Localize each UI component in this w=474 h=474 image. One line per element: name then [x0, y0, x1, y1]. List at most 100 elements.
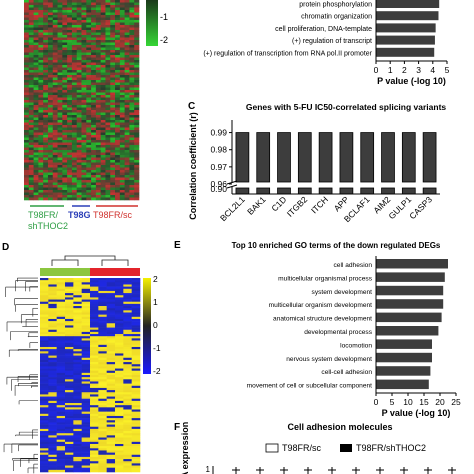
heatmap-cell	[62, 192, 68, 196]
heatmap-cell	[62, 77, 68, 81]
heatmap-cell	[106, 469, 116, 473]
heatmap-cell	[134, 97, 140, 101]
heatmap-cell	[110, 187, 116, 191]
heatmap-cell	[28, 62, 34, 66]
heatmap-cell	[57, 175, 63, 178]
heatmap-cell	[73, 467, 82, 471]
heatmap-cell	[38, 152, 44, 156]
heatmap-cell	[124, 172, 130, 176]
heatmap-cell	[81, 180, 87, 183]
heatmap-cell	[129, 117, 135, 121]
bar	[277, 132, 291, 183]
heatmap-cell	[57, 125, 63, 128]
heatmap-cell	[73, 314, 82, 318]
heatmap-cell	[28, 135, 34, 138]
heatmap-cell	[56, 387, 66, 391]
heatmap-cell	[81, 160, 87, 163]
heatmap-cell	[73, 308, 82, 311]
heatmap-cell	[81, 334, 91, 337]
heatmap-cell	[62, 152, 68, 156]
heatmap-cell	[131, 375, 141, 378]
heatmap-cell	[115, 288, 124, 292]
heatmap-cell	[76, 5, 82, 8]
heatmap-cell	[65, 459, 74, 462]
heatmap-cell	[119, 52, 125, 56]
heatmap-cell	[76, 115, 82, 118]
heatmap-cell	[86, 190, 92, 193]
heatmap-cell	[95, 27, 101, 31]
heatmap-cell	[52, 195, 58, 198]
heatmap-cell	[48, 355, 57, 359]
heatmap-cell	[43, 60, 49, 63]
heatmap-cell	[91, 27, 97, 31]
heatmap-cell	[73, 278, 82, 281]
y-tick-label: 0.90	[210, 184, 227, 194]
heatmap-cell	[56, 437, 66, 440]
heatmap-cell	[73, 368, 82, 371]
heatmap-cell	[134, 30, 140, 33]
heatmap-cell	[115, 392, 124, 395]
heatmap-cell	[98, 370, 107, 374]
heatmap-cell	[67, 150, 73, 153]
heatmap-cell	[73, 353, 82, 356]
heatmap-cell	[95, 62, 101, 66]
heatmap-cell	[131, 452, 141, 456]
heatmap-cell	[81, 47, 87, 51]
heatmap-cell	[129, 170, 135, 173]
heatmap-cell	[65, 443, 74, 447]
heatmap-cell	[123, 467, 132, 471]
heatmap-cell	[91, 20, 97, 23]
heatmap-cell	[115, 295, 124, 298]
heatmap-cell	[28, 162, 34, 166]
heatmap-cell	[131, 297, 141, 300]
heatmap-cell	[100, 197, 106, 201]
heatmap-cell	[56, 403, 66, 406]
heatmap-cell	[98, 446, 107, 449]
heatmap-cell	[73, 465, 82, 468]
heatmap-cell	[65, 381, 74, 384]
heatmap-cell	[76, 167, 82, 171]
heatmap-cell	[65, 426, 74, 430]
heatmap-cell	[131, 439, 141, 443]
heatmap-cell	[115, 278, 124, 281]
heatmap-cell	[76, 160, 82, 163]
heatmap-cell	[43, 30, 49, 33]
heatmap-cell	[47, 177, 54, 181]
heatmap-cell	[67, 35, 73, 38]
heatmap-cell	[95, 75, 101, 78]
heatmap-cell	[90, 431, 99, 434]
heatmap-cell	[86, 130, 92, 133]
heatmap-cell	[106, 392, 116, 395]
heatmap-cell	[81, 456, 91, 460]
heatmap-cell	[115, 70, 121, 73]
heatmap-cell	[100, 155, 106, 158]
heatmap-cell	[38, 17, 44, 21]
panel-label-e: E	[174, 240, 181, 251]
heatmap-cell	[38, 132, 44, 136]
heatmap-cell	[123, 338, 132, 341]
heatmap-cell	[38, 167, 44, 171]
heatmap-cell	[52, 162, 58, 166]
heatmap-cell	[71, 70, 78, 73]
heatmap-cell	[119, 72, 125, 76]
heatmap-cell	[115, 50, 121, 53]
heatmap-cell	[48, 441, 57, 445]
heatmap-cell	[90, 325, 99, 328]
heatmap-cell	[90, 362, 99, 365]
heatmap-cell	[57, 162, 63, 166]
heatmap-cell	[115, 420, 124, 423]
heatmap-cell	[56, 323, 66, 326]
heatmap-cell	[110, 95, 116, 98]
heatmap-cell	[24, 70, 30, 73]
heatmap-cell	[131, 426, 141, 430]
heatmap-cell	[65, 349, 74, 352]
heatmap-cell	[81, 346, 91, 350]
heatmap-cell	[43, 197, 49, 201]
heatmap-cell	[47, 22, 54, 26]
heatmap-cell	[24, 100, 30, 103]
heatmap-cell	[129, 182, 135, 186]
heatmap-cell	[119, 87, 125, 91]
heatmap-cell	[28, 152, 34, 156]
heatmap-cell	[134, 110, 140, 113]
heatmap-cell	[81, 112, 87, 116]
